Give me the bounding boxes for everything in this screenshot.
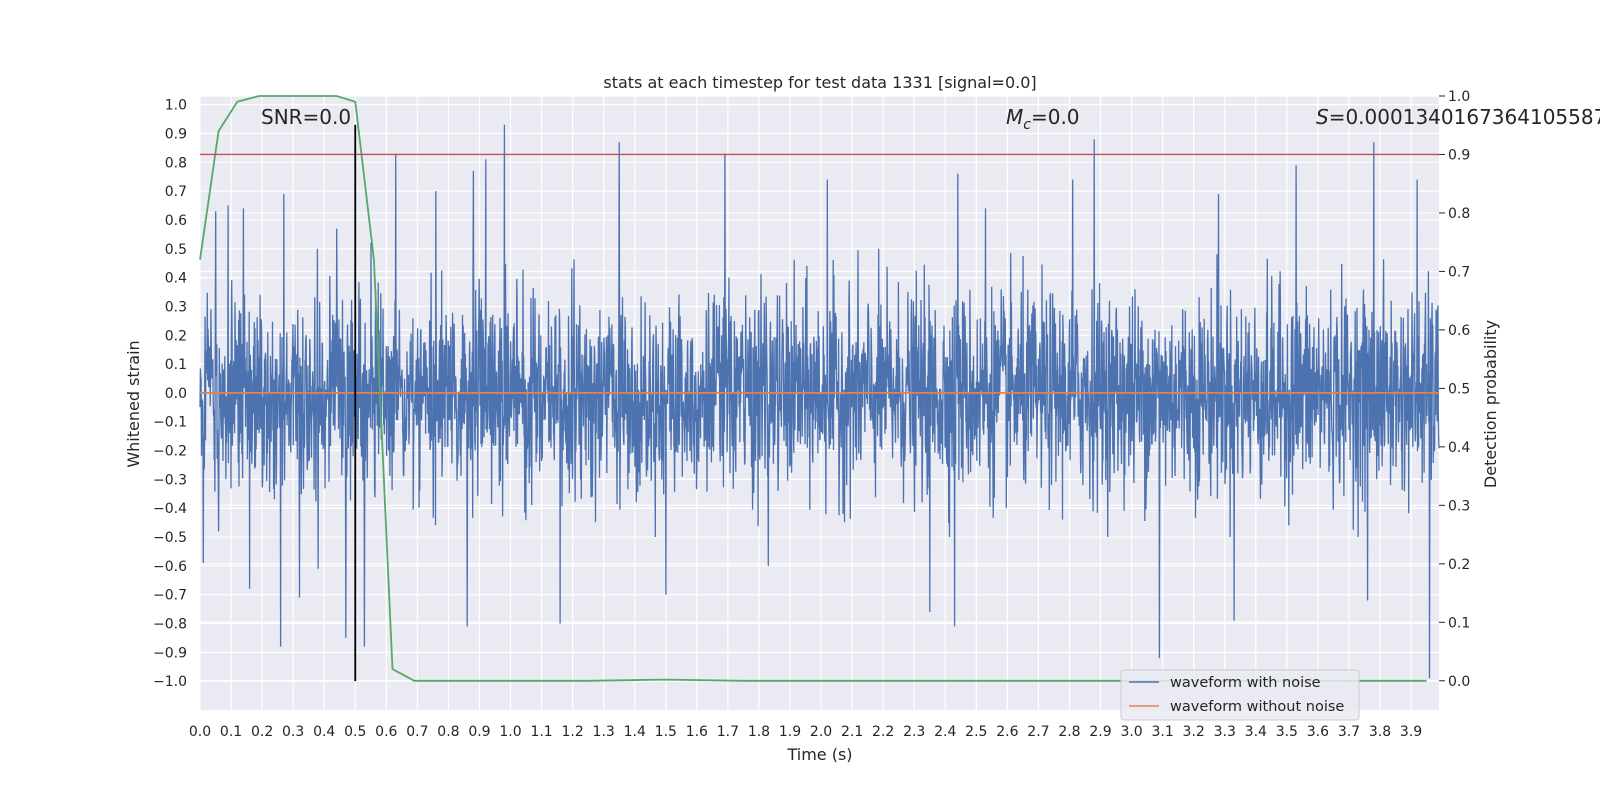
x-tick-label: 3.1 — [1151, 724, 1173, 740]
x-tick-label: 2.5 — [965, 724, 987, 740]
x-tick-label: 3.8 — [1369, 724, 1391, 740]
x-tick-label: 1.6 — [686, 724, 708, 740]
x-tick-label: 2.8 — [1058, 724, 1080, 740]
y2-tick-label: 0.1 — [1448, 615, 1470, 631]
legend-label-noise: waveform with noise — [1170, 675, 1321, 691]
x-tick-label: 2.0 — [810, 724, 832, 740]
x-tick-label: 1.9 — [779, 724, 801, 740]
y-tick-label: −0.3 — [153, 472, 187, 488]
y2-tick-label: 0.3 — [1448, 498, 1470, 514]
chirp-mass-symbol: M — [1006, 105, 1023, 129]
y2-tick-label: 0.5 — [1448, 381, 1470, 397]
y-tick-label: −0.5 — [153, 530, 187, 546]
x-tick-label: 0.6 — [375, 724, 397, 740]
x-tick-label: 2.7 — [1027, 724, 1049, 740]
y-tick-label: −0.9 — [153, 645, 187, 661]
y2-tick-label: 0.6 — [1448, 323, 1470, 339]
y2-tick-label: 0.4 — [1448, 440, 1470, 456]
x-tick-label: 3.4 — [1245, 724, 1267, 740]
y-tick-label: −1.0 — [153, 674, 187, 690]
y-tick-label: 0.5 — [165, 242, 187, 258]
x-tick-label: 1.2 — [561, 724, 583, 740]
x-tick-label: 0.1 — [220, 724, 242, 740]
y2-tick-label: 0.7 — [1448, 264, 1470, 280]
y-tick-label: 0.6 — [165, 213, 187, 229]
y2-axis-label: Detection probability — [1481, 320, 1500, 488]
chirp-mass-value: =0.0 — [1031, 105, 1080, 129]
y-tick-label: −0.2 — [153, 444, 187, 460]
y-tick-label: −0.4 — [153, 501, 187, 517]
x-tick-label: 3.9 — [1400, 724, 1422, 740]
x-tick-label: 0.0 — [189, 724, 211, 740]
chirp-mass-annotation: Mc=0.0 — [1006, 105, 1080, 133]
x-tick-label: 1.8 — [748, 724, 770, 740]
y-tick-label: 1.0 — [165, 98, 187, 114]
y-tick-label: 0.8 — [165, 155, 187, 171]
x-tick-label: 2.1 — [841, 724, 863, 740]
y2-tick-label: 0.0 — [1448, 674, 1470, 690]
x-tick-label: 1.7 — [717, 724, 739, 740]
y-tick-label: 0.0 — [165, 386, 187, 402]
x-tick-label: 0.5 — [344, 724, 366, 740]
x-tick-label: 1.0 — [499, 724, 521, 740]
series-line-waveform-with-noise — [199, 124, 1440, 679]
y-tick-label: 0.2 — [165, 328, 187, 344]
y2-tick-label: 0.2 — [1448, 557, 1470, 573]
legend-box — [1120, 669, 1360, 721]
y2-tick-label: 0.9 — [1448, 147, 1470, 163]
y-axis-label: Whitened strain — [124, 340, 143, 467]
x-tick-label: 2.4 — [934, 724, 956, 740]
x-tick-label: 2.6 — [996, 724, 1018, 740]
x-tick-label: 3.2 — [1183, 724, 1205, 740]
y-tick-label: −0.8 — [153, 617, 187, 633]
legend-label-clean: waveform without noise — [1170, 699, 1344, 715]
x-tick-label: 3.5 — [1276, 724, 1298, 740]
y-tick-label: −0.1 — [153, 415, 187, 431]
x-tick-label: 3.3 — [1214, 724, 1236, 740]
y2-tick-label: 1.0 — [1448, 89, 1470, 105]
statistic-symbol: S — [1316, 105, 1329, 129]
y-tick-label: 0.4 — [165, 271, 187, 287]
y2-tick-label: 0.8 — [1448, 206, 1470, 222]
chart-title: stats at each timestep for test data 133… — [603, 73, 1036, 92]
x-tick-label: 1.3 — [593, 724, 615, 740]
y-tick-label: 0.7 — [165, 184, 187, 200]
x-tick-label: 0.9 — [468, 724, 490, 740]
x-tick-label: 1.5 — [655, 724, 677, 740]
y-tick-label: 0.1 — [165, 357, 187, 373]
x-tick-label: 0.3 — [282, 724, 304, 740]
y-tick-label: −0.7 — [153, 588, 187, 604]
x-tick-label: 2.9 — [1089, 724, 1111, 740]
y-tick-label: 0.9 — [165, 126, 187, 142]
y-tick-label: 0.3 — [165, 299, 187, 315]
statistic-annotation: S=0.00013401673641055874 — [1316, 105, 1600, 129]
y-tick-label: −0.6 — [153, 559, 187, 575]
x-tick-label: 0.7 — [406, 724, 428, 740]
x-tick-label: 3.0 — [1120, 724, 1142, 740]
chirp-mass-subscript: c — [1023, 117, 1031, 133]
x-tick-label: 2.3 — [903, 724, 925, 740]
series-line-detection-probability — [199, 95, 1427, 682]
x-tick-label: 3.7 — [1338, 724, 1360, 740]
x-tick-label: 0.4 — [313, 724, 335, 740]
snr-annotation: SNR=0.0 — [261, 105, 351, 129]
statistic-value: =0.00013401673641055874 — [1329, 105, 1600, 129]
x-axis-label: Time (s) — [786, 745, 852, 764]
x-tick-label: 1.1 — [530, 724, 552, 740]
x-tick-label: 2.2 — [872, 724, 894, 740]
x-tick-label: 1.4 — [624, 724, 646, 740]
x-tick-label: 0.2 — [251, 724, 273, 740]
x-tick-label: 0.8 — [437, 724, 459, 740]
x-tick-label: 3.6 — [1307, 724, 1329, 740]
legend: waveform with noise waveform without noi… — [1120, 669, 1360, 721]
